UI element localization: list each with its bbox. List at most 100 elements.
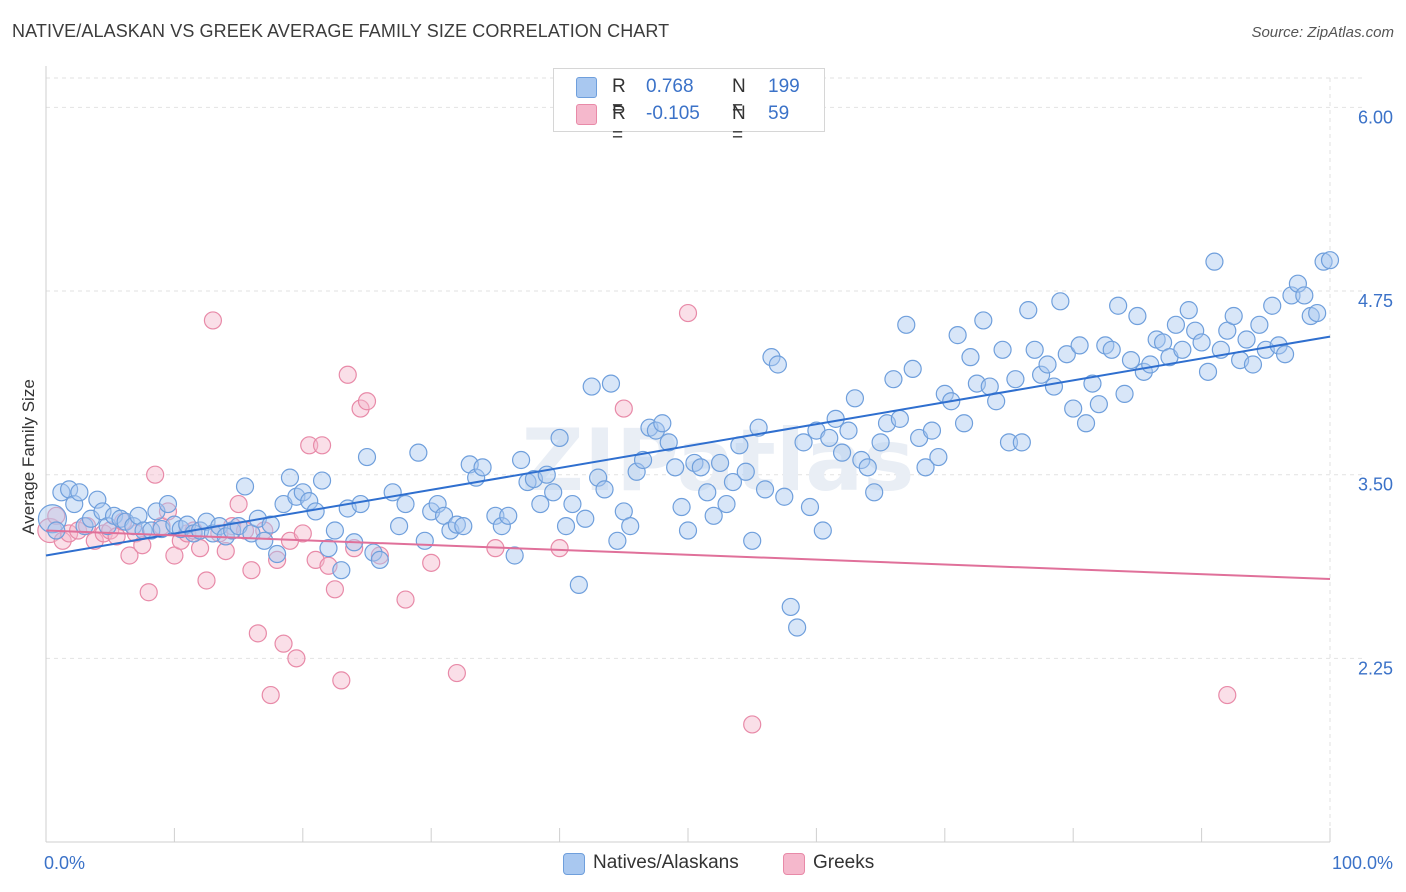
native-point [890,409,909,428]
native-point [505,546,524,565]
greek-point [422,553,441,572]
native-point [698,483,717,502]
greek-point [743,715,762,734]
greek-point [614,399,633,418]
native-point [550,428,569,448]
native-point [1012,433,1031,452]
chart-title: NATIVE/ALASKAN VS GREEK AVERAGE FAMILY S… [12,21,670,41]
legend-n-value: 59 [768,103,790,124]
legend-n-label: N = [732,76,746,119]
native-point [1186,321,1205,340]
y-tick-label: 2.25 [1358,658,1393,678]
greek-point [1218,685,1237,705]
native-point [653,414,672,433]
native-point [1025,340,1044,359]
native-point [1243,355,1263,374]
native-point [544,483,563,502]
greek-point [325,580,344,599]
greek-point [678,303,698,323]
native-point [633,450,653,470]
greek-point [53,531,72,550]
greek-point [248,624,267,643]
legend-n-value: 199 [768,76,800,97]
native-point [858,458,877,477]
native-point [717,494,736,514]
native-point [1237,330,1256,349]
greek-point [332,671,351,690]
native-point [312,471,332,490]
native-point [1057,345,1076,364]
native-point [999,433,1019,452]
native-point [357,447,377,467]
native-point [974,311,993,330]
native-point [1070,336,1089,355]
native-point [762,348,781,367]
bottom-legend-swatch-blue [563,853,585,875]
legend-r-value: -0.105 [646,103,700,124]
native-point [743,531,762,550]
native-point [1205,252,1224,271]
native-point [832,443,852,462]
greek-point [357,392,377,411]
native-point [428,494,447,514]
native-point [646,421,666,440]
native-point [235,477,255,496]
native-point [595,480,614,499]
greek-point [47,506,66,525]
native-point [755,480,775,499]
greek-point [146,465,165,484]
native-point [903,359,922,379]
native-point [691,458,710,477]
native-point [730,436,749,455]
native-point [1083,374,1102,393]
native-point [1044,377,1064,396]
greek-point [203,311,223,330]
native-point [678,521,698,540]
native-point [1102,340,1121,359]
native-point [1295,286,1314,305]
native-point [922,421,942,440]
greek-point [261,685,280,705]
native-point [447,515,466,534]
native-point [723,472,743,492]
native-point [897,315,916,334]
native-point [1115,384,1134,403]
native-point [563,494,582,514]
native-point [486,506,505,525]
native-point [916,458,935,477]
y-tick-label: 6.00 [1358,107,1393,127]
native-point [1166,315,1186,334]
native-point [666,458,685,477]
native-point [70,483,89,502]
native-point [473,458,492,477]
axes [45,66,1331,843]
legend-n-label: N = [732,103,746,146]
native-point [589,468,608,487]
native-point [794,433,813,452]
native-point [1089,395,1108,414]
native-point [75,517,94,536]
greek-point [216,541,235,561]
native-point [255,531,274,550]
stats-legend: R = 0.768 N = 199 R = -0.105 N = 59 [553,68,825,146]
native-point [556,517,576,536]
native-point [839,421,858,440]
greek-point [312,436,332,455]
native-point [884,370,903,389]
native-point [409,443,428,462]
native-point [499,506,518,525]
native-point [1282,286,1301,305]
native-point [88,490,107,509]
native-point [1192,333,1211,352]
x-tick-label: 0.0% [44,853,85,873]
x-tick-label: 100.0% [1332,853,1393,873]
native-point [1064,399,1083,418]
native-point [65,494,84,514]
native-point [871,433,890,452]
greek-point [345,539,364,558]
native-point [820,428,839,448]
greek-point [338,365,357,384]
legend-r-label: R = [612,76,626,119]
native-point [1288,274,1308,293]
native-point [621,517,640,536]
